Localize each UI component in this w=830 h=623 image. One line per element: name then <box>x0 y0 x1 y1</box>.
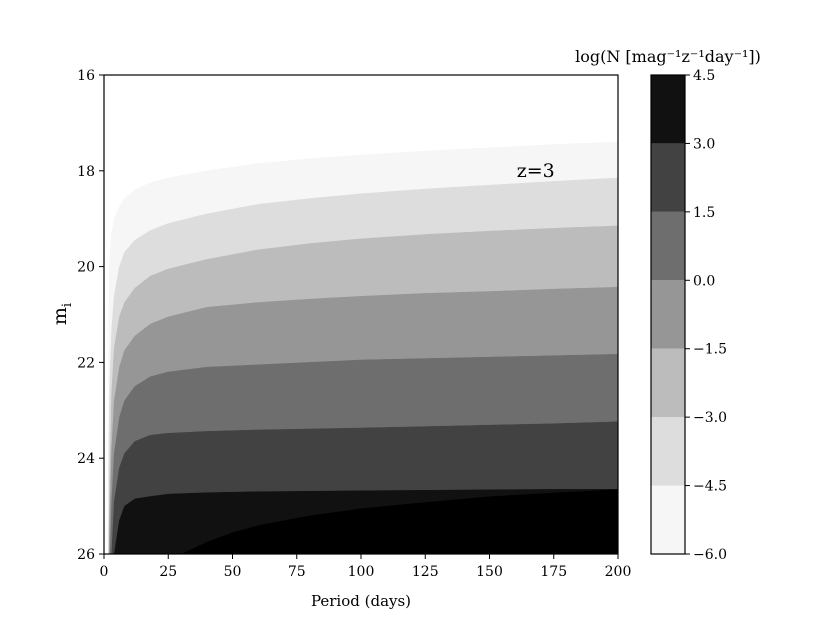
x-tick-label: 150 <box>476 564 503 580</box>
contour-region-7 <box>181 489 618 554</box>
colorbar-tick-label: 3.0 <box>693 136 715 152</box>
colorbar-band <box>651 280 685 349</box>
y-tick-label: 22 <box>77 355 95 371</box>
y-axis-label-sub: i <box>60 303 75 307</box>
y-axis-label: mi <box>49 303 75 325</box>
colorbar-band <box>651 348 685 418</box>
x-axis: 0 25 50 75 100 125 150 175 200 <box>100 554 632 580</box>
colorbar-band <box>651 485 685 554</box>
y-axis-label-base: m <box>49 307 71 325</box>
y-axis: 16 18 20 22 24 26 <box>77 68 104 563</box>
contour-fill-layer <box>104 75 619 555</box>
colorbar-tick-label: −4.5 <box>693 479 727 495</box>
colorbar-band <box>651 417 685 486</box>
colorbar-title: log(N [mag⁻¹z⁻¹day⁻¹]) <box>575 47 761 66</box>
x-tick-label: 125 <box>412 564 439 580</box>
colorbar <box>651 75 685 554</box>
x-tick-label: 100 <box>348 564 375 580</box>
colorbar-tick-label: −1.5 <box>693 342 727 358</box>
y-tick-label: 20 <box>77 260 95 276</box>
colorbar-tick-label: 0.0 <box>693 273 715 289</box>
colorbar-band <box>651 143 685 212</box>
x-tick-label: 50 <box>224 564 242 580</box>
x-tick-label: 25 <box>159 564 177 580</box>
y-tick-label: 26 <box>77 547 95 563</box>
colorbar-tick-label: −6.0 <box>693 547 727 563</box>
y-tick-label: 24 <box>77 451 95 467</box>
x-tick-label: 175 <box>540 564 567 580</box>
colorbar-tick-label: −3.0 <box>693 410 727 426</box>
colorbar-band <box>651 75 685 144</box>
x-tick-label: 75 <box>288 564 306 580</box>
colorbar-frame <box>650 74 686 555</box>
x-tick-label: 0 <box>100 564 109 580</box>
redshift-annotation: z=3 <box>517 160 555 182</box>
colorbar-tick-label: 1.5 <box>693 205 715 221</box>
colorbar-band <box>651 211 685 281</box>
x-axis-label: Period (days) <box>311 592 411 610</box>
y-tick-label: 18 <box>77 164 95 180</box>
x-tick-label: 200 <box>605 564 632 580</box>
colorbar-ticks: 4.5 3.0 1.5 0.0 −1.5 −3.0 −4.5 −6.0 <box>685 68 727 563</box>
colorbar-tick-label: 4.5 <box>693 68 715 84</box>
y-tick-label: 16 <box>77 68 95 84</box>
